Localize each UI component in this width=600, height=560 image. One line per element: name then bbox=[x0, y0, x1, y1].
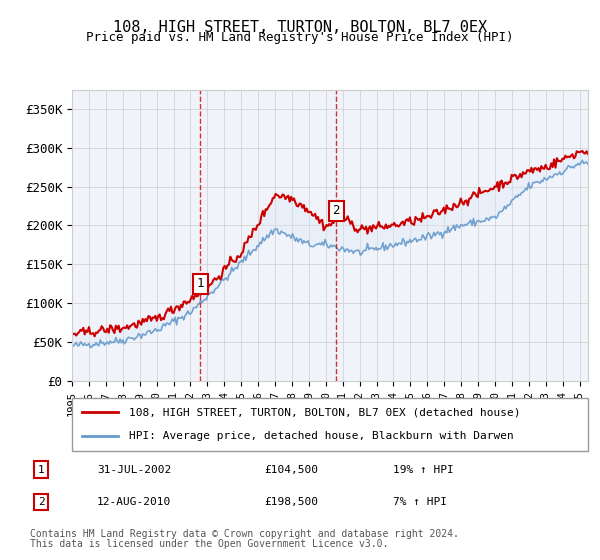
Text: 12-AUG-2010: 12-AUG-2010 bbox=[97, 497, 171, 507]
Text: £198,500: £198,500 bbox=[265, 497, 319, 507]
Text: 7% ↑ HPI: 7% ↑ HPI bbox=[392, 497, 446, 507]
Text: 2: 2 bbox=[38, 497, 44, 507]
Text: HPI: Average price, detached house, Blackburn with Darwen: HPI: Average price, detached house, Blac… bbox=[129, 431, 514, 441]
Text: Price paid vs. HM Land Registry's House Price Index (HPI): Price paid vs. HM Land Registry's House … bbox=[86, 31, 514, 44]
Text: 108, HIGH STREET, TURTON, BOLTON, BL7 0EX: 108, HIGH STREET, TURTON, BOLTON, BL7 0E… bbox=[113, 20, 487, 35]
Text: £104,500: £104,500 bbox=[265, 465, 319, 475]
Text: 1: 1 bbox=[196, 277, 204, 290]
Text: 1: 1 bbox=[38, 465, 44, 475]
Text: Contains HM Land Registry data © Crown copyright and database right 2024.: Contains HM Land Registry data © Crown c… bbox=[30, 529, 459, 539]
Text: 19% ↑ HPI: 19% ↑ HPI bbox=[392, 465, 454, 475]
Text: 108, HIGH STREET, TURTON, BOLTON, BL7 0EX (detached house): 108, HIGH STREET, TURTON, BOLTON, BL7 0E… bbox=[129, 408, 520, 418]
Text: This data is licensed under the Open Government Licence v3.0.: This data is licensed under the Open Gov… bbox=[30, 539, 388, 549]
FancyBboxPatch shape bbox=[72, 398, 588, 451]
Text: 31-JUL-2002: 31-JUL-2002 bbox=[97, 465, 171, 475]
Text: 2: 2 bbox=[332, 204, 340, 217]
